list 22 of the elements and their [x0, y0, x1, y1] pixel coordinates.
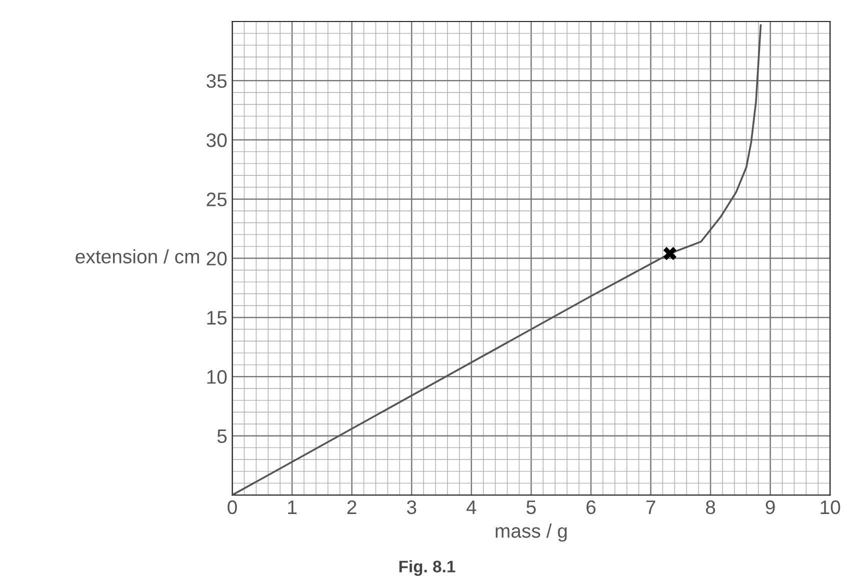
y-tick-label: 30 [206, 133, 227, 148]
x-tick-label: 3 [406, 500, 416, 514]
x-tick-label: 10 [820, 500, 840, 514]
y-tick-label: 15 [207, 311, 227, 325]
x-tick-label: 1 [288, 500, 297, 514]
y-tick-label: 35 [206, 74, 227, 88]
caption: Fig. 8.1 [399, 560, 456, 576]
x-tick-label: 2 [347, 500, 356, 514]
x-tick-label: 8 [706, 500, 716, 514]
x-tick-label: 0 [228, 500, 237, 514]
x-tick-label: 6 [586, 500, 596, 514]
y-tick-label: 10 [207, 370, 227, 384]
x-tick-label: 4 [466, 500, 476, 514]
x-tick-label: 7 [646, 500, 656, 514]
x-tick-label: 5 [526, 500, 536, 514]
line-series [232, 24, 762, 496]
y-axis-title: extension / cm [76, 249, 199, 264]
y-tick-label: 25 [206, 192, 227, 206]
x-tick-label: 9 [766, 500, 775, 514]
x-axis-title: mass / g [496, 524, 567, 542]
y-tick-label: 5 [217, 429, 227, 444]
y-tick-label: 20 [206, 252, 227, 266]
